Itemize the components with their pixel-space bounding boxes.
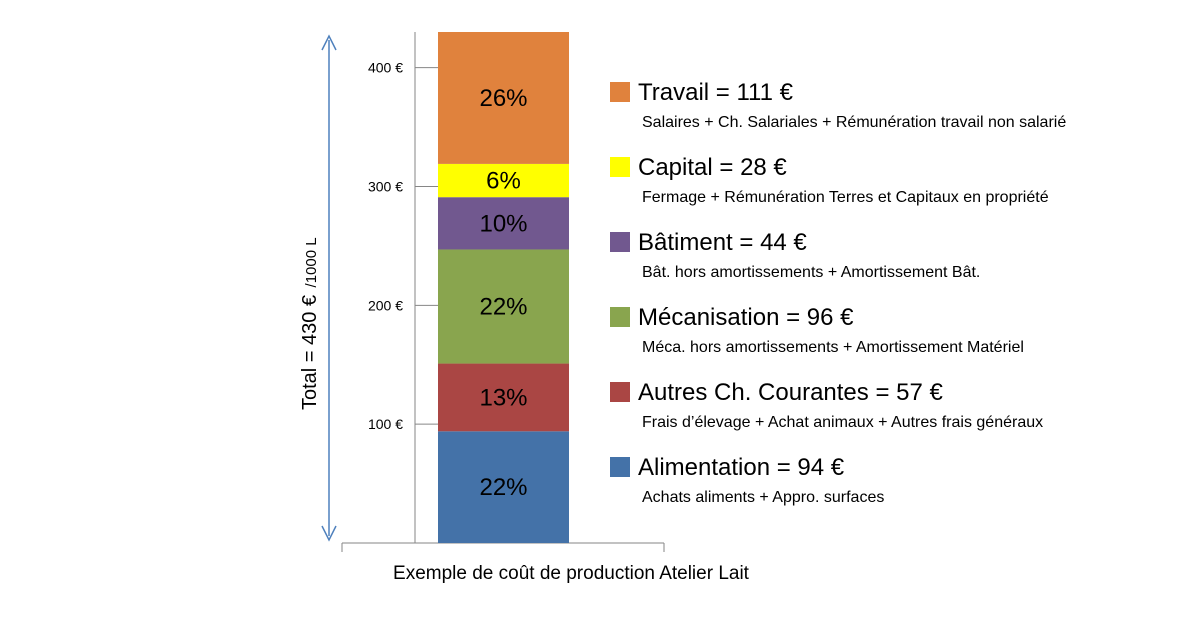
legend-item-description: Bât. hors amortissements + Amortissement…	[642, 264, 980, 281]
x-category-label: Exemple de coût de production Atelier La…	[393, 563, 750, 584]
legend-swatch	[610, 232, 630, 252]
legend-series-name: Capital	[638, 154, 713, 181]
legend-item-title: Travail = 111 €	[638, 79, 794, 106]
legend-item-title: Alimentation = 94 €	[638, 454, 845, 481]
legend-swatch	[610, 382, 630, 402]
legend-series-name: Mécanisation	[638, 304, 779, 331]
legend-series-value: = 111 €	[709, 79, 794, 106]
bar-segment	[438, 431, 569, 543]
legend: Travail = 111 € Salaires + Ch. Salariales…	[610, 79, 1066, 506]
legend-item-description: Salaires + Ch. Salariales + Rémunération…	[642, 114, 1066, 131]
legend-swatch	[610, 457, 630, 477]
legend-series-value: = 28 €	[713, 154, 788, 181]
legend-series-value: = 57 €	[869, 379, 944, 406]
legend-swatch	[610, 307, 630, 327]
legend-item-title: Mécanisation = 96 €	[638, 304, 854, 331]
legend-swatch	[610, 157, 630, 177]
bar-segment-label: 22%	[479, 474, 527, 501]
legend-series-value: = 94 €	[770, 454, 845, 481]
legend-series-value: = 44 €	[733, 229, 808, 256]
legend-item-title: Bâtiment = 44 €	[638, 229, 807, 256]
total-arrow-head-top	[321, 34, 337, 51]
total-arrow	[321, 34, 337, 542]
total-arrow-head-bottom	[321, 525, 337, 542]
legend-item-title: Autres Ch. Courantes = 57 €	[638, 379, 943, 406]
bar-segment-label: 10%	[479, 210, 527, 237]
y-tick-label: 400 €	[368, 60, 403, 76]
legend-series-value: = 96 €	[779, 304, 854, 331]
legend-item-description: Achats aliments + Appro. surfaces	[642, 489, 884, 506]
y-tick-label: 100 €	[368, 416, 403, 432]
bar-segment	[438, 32, 569, 164]
bar-segment	[438, 197, 569, 250]
stacked-bar: 22% 13% 22% 10% 6% 26%	[438, 32, 569, 543]
total-label-main: Total = 430 €	[299, 295, 321, 410]
bar-segment-label: 6%	[486, 168, 521, 195]
y-tick-label: 200 €	[368, 297, 403, 313]
bar-segment-label: 22%	[479, 294, 527, 321]
bar-segment	[438, 163, 569, 198]
legend-series-name: Alimentation	[638, 454, 770, 481]
total-label: Total = 430 € /1000 L	[299, 237, 321, 410]
legend-swatch	[610, 82, 630, 102]
bar-segment-label: 26%	[479, 85, 527, 112]
legend-series-name: Travail	[638, 79, 709, 106]
y-tick-label: 300 €	[368, 178, 403, 194]
legend-item-description: Fermage + Rémunération Terres et Capitau…	[642, 189, 1049, 206]
legend-series-name: Autres Ch. Courantes	[638, 379, 869, 406]
bar-segment-label: 13%	[479, 384, 527, 411]
bar-segment	[438, 363, 569, 432]
y-ticks: 100 € 200 € 300 € 400 €	[368, 60, 438, 432]
legend-item-description: Frais d’élevage + Achat animaux + Autres…	[642, 414, 1043, 431]
legend-series-name: Bâtiment	[638, 229, 733, 256]
total-label-unit: /1000 L	[303, 237, 320, 287]
legend-item-title: Capital = 28 €	[638, 154, 787, 181]
legend-item-description: Méca. hors amortissements + Amortissemen…	[642, 339, 1024, 356]
bar-segment	[438, 249, 569, 364]
